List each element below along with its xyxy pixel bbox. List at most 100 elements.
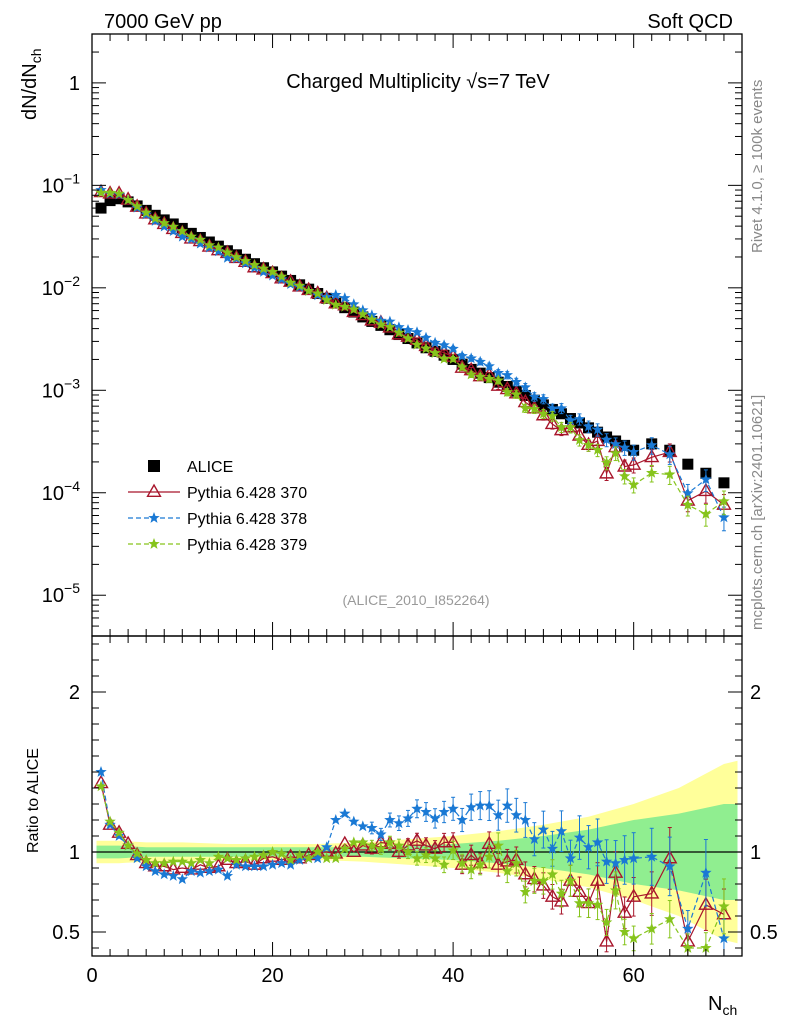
p379-point-main [113, 187, 125, 199]
p378-point-ratio [483, 799, 495, 811]
p379-point-ratio [501, 865, 513, 877]
p378-point-ratio [546, 842, 559, 854]
p378-point-ratio [420, 806, 432, 817]
p379-point-ratio [411, 852, 423, 864]
p379-point-ratio [483, 850, 495, 862]
ratio-tick-label-left: 0.5 [52, 922, 80, 944]
p379-point-ratio [131, 847, 143, 859]
mcplots-label: mcplots.cern.ch [arXiv:2401.10621] [749, 395, 766, 630]
p379-point-main [456, 361, 468, 373]
p370-point-main [273, 270, 290, 284]
p379-point-ratio [357, 836, 369, 848]
p378-point-ratio [537, 823, 550, 835]
p378-point-main [646, 439, 658, 451]
p378-point-main [330, 289, 342, 300]
y-axis-label: dN/dNch [19, 49, 44, 121]
p378-point-ratio [357, 820, 369, 832]
p378-point-ratio [321, 841, 333, 853]
p378-point-main [582, 420, 595, 432]
p378-point-main [600, 433, 613, 445]
p378-point-ratio [510, 809, 522, 821]
p379-point-main [492, 374, 504, 386]
p378-point-ratio [393, 817, 405, 829]
p378-point-main [483, 360, 495, 372]
legend-marker-p370 [146, 483, 162, 498]
p378-point-ratio [411, 802, 423, 814]
p378-point-main [384, 315, 396, 327]
p378-point-ratio [312, 852, 324, 864]
p378-point-main [546, 402, 559, 414]
analysis-id: (ALICE_2010_I852264) [342, 592, 489, 608]
p379-point-main [700, 508, 712, 519]
p379-point-ratio [221, 852, 234, 864]
p379-point-main [149, 212, 161, 224]
p370-point-main [553, 421, 570, 436]
p379-point-main [293, 279, 306, 291]
p378-point-ratio [664, 860, 676, 872]
p379-point-main [519, 402, 531, 414]
p379-point-main [95, 186, 107, 198]
p379-point-main [465, 368, 477, 380]
p370-point-ratio [644, 885, 660, 899]
p379-point-main [230, 251, 243, 262]
p378-point-ratio [113, 830, 125, 841]
p379-point-main [447, 353, 459, 364]
p378-point-ratio [131, 852, 143, 864]
p378-point-ratio [275, 857, 288, 869]
p379-point-main [203, 239, 216, 251]
p379-point-main [628, 478, 640, 490]
alice-point [95, 202, 107, 214]
p378-point-main [393, 321, 405, 332]
p379-point-main [221, 246, 234, 258]
x-tick-label: 20 [261, 965, 283, 987]
p379-point-ratio [348, 836, 360, 848]
legend-label-p378: Pythia 6.428 378 [187, 511, 307, 528]
p379-point-main [682, 499, 694, 510]
p378-point-main [420, 331, 432, 343]
p379-point-ratio [113, 826, 125, 838]
p379-point-main [275, 270, 288, 282]
p370-point-ratio [391, 843, 407, 858]
p379-point-main [375, 318, 387, 330]
y-tick-label: 1 [69, 73, 80, 95]
p378-point-ratio [438, 806, 450, 817]
p379-point-main [257, 262, 270, 274]
p378-point-ratio [104, 818, 116, 830]
p378-point-ratio [95, 766, 107, 777]
p379-point-ratio [321, 852, 333, 864]
p370-point-main [698, 482, 714, 497]
p379-point-ratio [266, 846, 279, 857]
p379-point-main [266, 265, 279, 277]
p378-point-main [501, 369, 513, 380]
p378-point-ratio [149, 865, 161, 877]
p378-point-ratio [573, 831, 586, 843]
p378-point-ratio [176, 873, 188, 885]
p379-point-ratio [194, 854, 206, 865]
p378-point-main [564, 414, 577, 426]
p378-point-main [257, 265, 270, 277]
p378-point-main [212, 245, 225, 257]
p378-point-ratio [348, 815, 360, 827]
p370-point-main [544, 415, 561, 430]
p379-point-ratio [438, 858, 450, 870]
header-right: Soft QCD [647, 11, 733, 33]
p379-point-ratio [528, 874, 541, 886]
p378-point-ratio [555, 825, 568, 837]
p378-point-main [167, 225, 179, 236]
p379-point-main [321, 294, 333, 305]
p378-point-main [700, 473, 712, 485]
p379-point-ratio [474, 858, 486, 870]
p379-point-main [546, 410, 559, 421]
p379-series-main [95, 186, 730, 527]
p378-point-ratio [339, 807, 351, 819]
p378-point-ratio [167, 870, 179, 881]
p379-point-ratio [284, 854, 297, 865]
x-tick-label: 60 [623, 965, 645, 987]
p379-point-main [474, 370, 486, 382]
ratio-tick-label-right: 1 [750, 842, 761, 864]
legend-marker-p378 [148, 512, 160, 523]
p379-point-ratio [682, 942, 694, 953]
p379-point-main [393, 326, 405, 338]
legend-entry-p378: Pythia 6.428 378 [128, 511, 307, 528]
p379-point-ratio [384, 836, 396, 848]
